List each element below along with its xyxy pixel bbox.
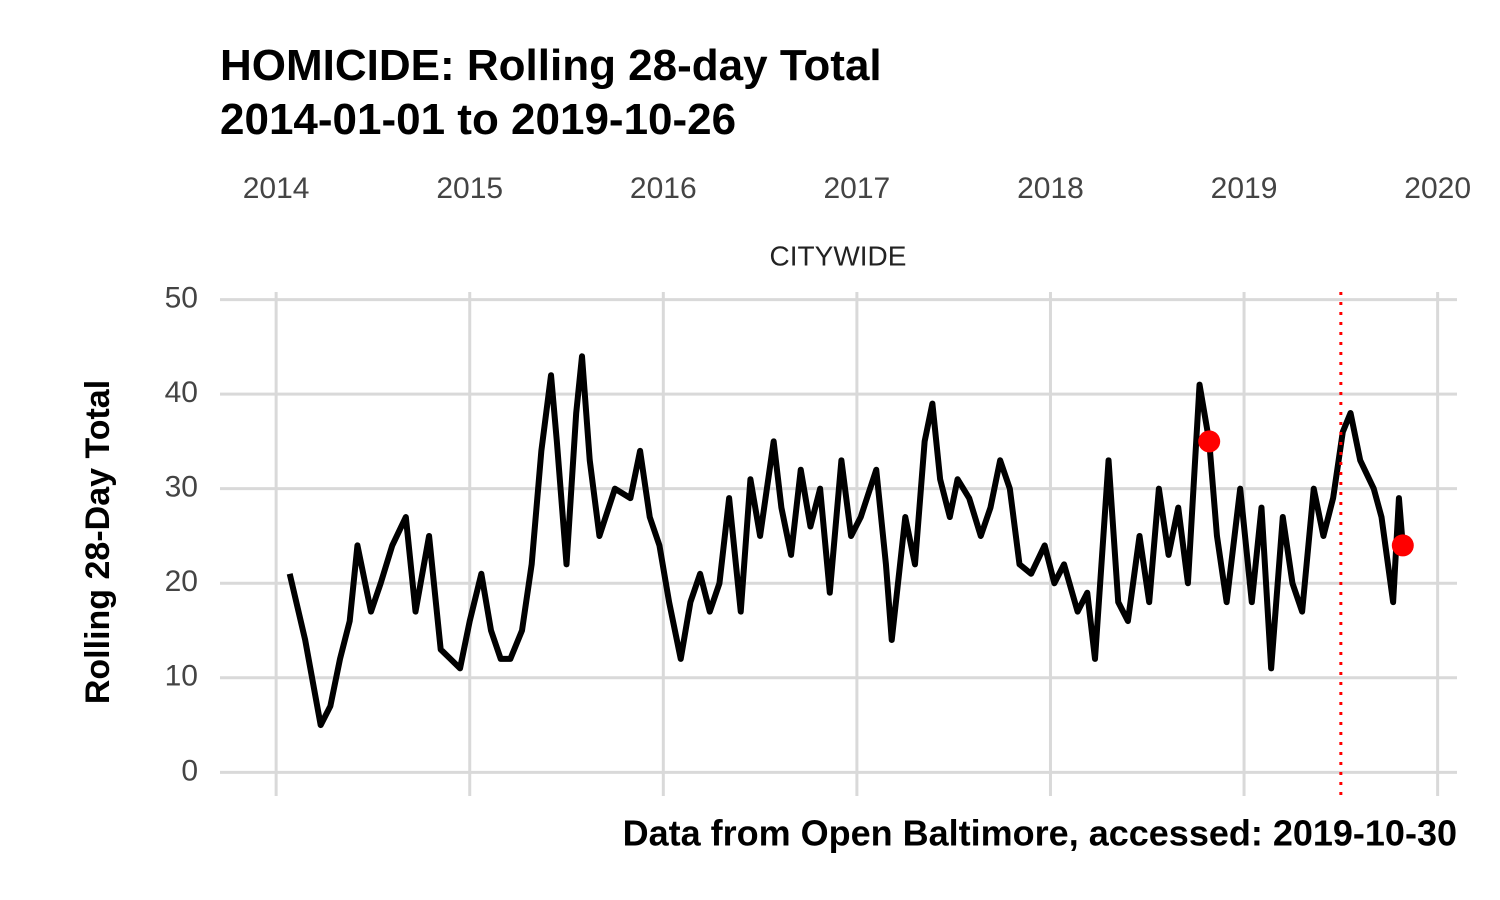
caption: Data from Open Baltimore, accessed: 2019… xyxy=(623,813,1457,854)
facet-label: CITYWIDE xyxy=(770,240,907,271)
y-axis-label: Rolling 28-Day Total xyxy=(79,380,117,704)
y-tick-label: 40 xyxy=(165,376,198,409)
y-tick-label: 30 xyxy=(165,471,198,504)
x-tick-label: 2017 xyxy=(824,172,891,205)
x-tick-label: 2014 xyxy=(243,172,310,205)
x-tick-label: 2016 xyxy=(630,172,697,205)
chart-title: HOMICIDE: Rolling 28-day Total xyxy=(220,41,882,90)
y-tick-label: 20 xyxy=(165,565,198,598)
y-tick-label: 10 xyxy=(165,660,198,693)
highlight-point xyxy=(1198,430,1221,453)
chart-subtitle: 2014-01-01 to 2019-10-26 xyxy=(220,95,736,144)
highlight-point xyxy=(1391,534,1414,557)
y-tick-label: 0 xyxy=(181,754,198,787)
x-tick-label: 2015 xyxy=(436,172,503,205)
y-tick-label: 50 xyxy=(165,281,198,314)
x-tick-label: 2020 xyxy=(1404,172,1471,205)
x-tick-label: 2019 xyxy=(1211,172,1278,205)
line-series xyxy=(286,353,1406,729)
x-tick-label: 2018 xyxy=(1017,172,1084,205)
